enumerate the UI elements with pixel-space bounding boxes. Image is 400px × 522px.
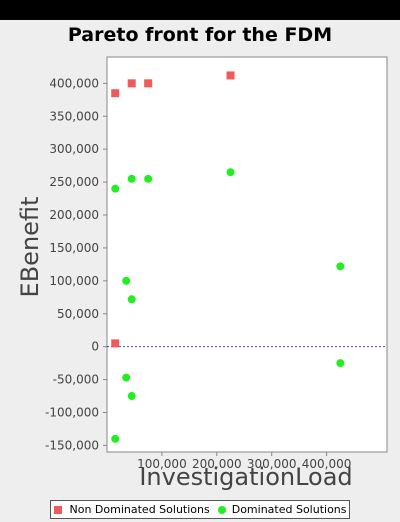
non-dominated-point bbox=[226, 71, 235, 80]
non-dominated-point bbox=[127, 79, 136, 88]
window-top-bar bbox=[0, 0, 400, 20]
dominated-point bbox=[127, 295, 136, 304]
dominated-point bbox=[144, 174, 153, 183]
dominated-point bbox=[122, 276, 131, 285]
y-tick-label: 350,000 bbox=[49, 109, 99, 123]
legend-item-dominated: Dominated Solutions bbox=[217, 503, 347, 516]
x-axis-label: InvestigationLoad bbox=[139, 463, 352, 491]
legend-circle-marker-icon bbox=[217, 505, 226, 514]
y-tick-label: 100,000 bbox=[49, 274, 99, 288]
dominated-point bbox=[111, 184, 120, 193]
y-axis: 400,000 350,000 300,000 250,000 200,000 150,0… bbox=[45, 76, 107, 452]
y-tick-label: 300,000 bbox=[49, 142, 99, 156]
y-tick-label: -50,000 bbox=[53, 373, 99, 387]
y-axis-label: EBenefit bbox=[16, 197, 44, 298]
plot-area bbox=[106, 56, 388, 453]
non-dominated-point bbox=[111, 89, 120, 98]
x-tick-label: 200,000 bbox=[192, 457, 242, 471]
x-axis: 100,000 200,000 300,000 400,000 bbox=[137, 452, 351, 471]
data-points bbox=[111, 71, 345, 443]
dominated-point bbox=[111, 434, 120, 443]
dominated-point bbox=[122, 373, 131, 382]
y-tick-label: 200,000 bbox=[49, 208, 99, 222]
dominated-point bbox=[336, 262, 345, 271]
dominated-point bbox=[127, 174, 136, 183]
legend-label-non-dominated: Non Dominated Solutions bbox=[69, 503, 210, 516]
legend-item-non-dominated: Non Dominated Solutions bbox=[53, 503, 210, 516]
legend: Non Dominated Solutions Dominated Soluti… bbox=[50, 500, 350, 519]
y-tick-label: 250,000 bbox=[49, 175, 99, 189]
dominated-point bbox=[336, 359, 345, 368]
x-tick-label: 100,000 bbox=[137, 457, 187, 471]
dominated-point bbox=[226, 168, 235, 177]
legend-square-marker-icon bbox=[53, 505, 62, 514]
non-dominated-point bbox=[144, 79, 153, 88]
y-tick-label: -100,000 bbox=[45, 406, 99, 420]
dominated-point bbox=[127, 392, 136, 401]
x-tick-label: 400,000 bbox=[302, 457, 352, 471]
y-tick-label: -150,000 bbox=[45, 438, 99, 452]
y-tick-label: 0 bbox=[91, 340, 99, 354]
y-tick-label: 50,000 bbox=[57, 307, 99, 321]
non-dominated-point bbox=[111, 339, 120, 348]
chart-title: Pareto front for the FDM bbox=[67, 24, 333, 46]
legend-label-dominated: Dominated Solutions bbox=[231, 503, 347, 516]
y-tick-label: 150,000 bbox=[49, 241, 99, 255]
y-tick-label: 400,000 bbox=[49, 76, 99, 90]
x-tick-label: 300,000 bbox=[247, 457, 297, 471]
